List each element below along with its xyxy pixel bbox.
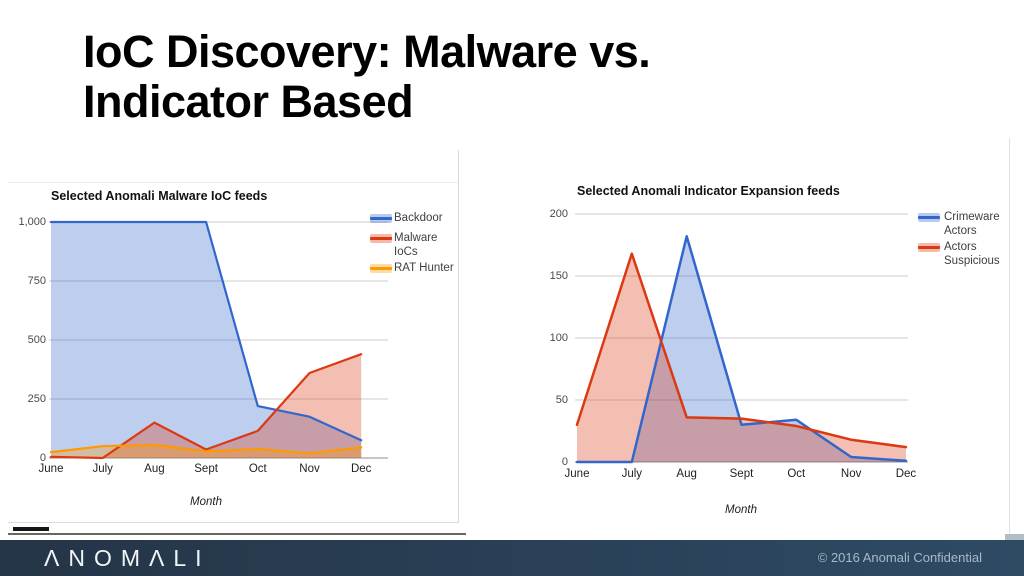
footer-bar: ΛNOMΛLI © 2016 Anomali Confidential (0, 540, 1024, 576)
legend-label: RAT Hunter (394, 261, 454, 275)
legend-label: Malware IoCs (394, 231, 437, 259)
legend-label: Actors Suspicious (944, 240, 1000, 268)
area-malware-iocs (51, 354, 362, 458)
y-axis-tick-label: 0 (561, 456, 568, 468)
screenshot-edge-gray-block (1005, 534, 1024, 540)
legend-label-line: Crimeware (944, 211, 1000, 223)
plot-svg (49, 220, 388, 460)
right-chart-title: Selected Anomali Indicator Expansion fee… (577, 184, 840, 198)
x-axis-tick-label: Aug (676, 468, 697, 480)
line-rat-hunter (49, 443, 363, 455)
y-axis-tick-label: 50 (555, 394, 568, 406)
y-axis-tick-label: 0 (39, 452, 46, 464)
legend-swatch-line (370, 236, 392, 240)
y-axis-tick-label: 150 (549, 270, 568, 282)
area-backdoor (51, 222, 362, 458)
y-axis-tick-label: 1,000 (18, 216, 46, 228)
y-axis-tick-label: 250 (27, 393, 46, 405)
legend-label-line: Actors (944, 225, 977, 237)
legend-label-line: Suspicious (944, 255, 1000, 267)
screenshot-edge-dark-segment (13, 527, 49, 531)
anomali-logo: ΛNOMΛLI (44, 545, 211, 571)
x-axis-tick-label: June (564, 468, 590, 480)
legend-label-line: Malware (394, 232, 438, 244)
line-actors-suspicious (575, 252, 908, 449)
x-axis-tick-label: July (621, 468, 643, 480)
x-axis-tick-label: Aug (144, 463, 165, 475)
slide-title-line2: Indicator Based (83, 76, 414, 127)
legend-swatch-line (918, 245, 940, 249)
legend-label: Crimeware Actors (944, 210, 1000, 238)
card-top-hairline (8, 182, 458, 183)
screenshot-edge-gray-line (8, 533, 466, 535)
area-actors-suspicious (577, 253, 906, 462)
line-malware-iocs (49, 353, 363, 460)
legend-swatch (370, 213, 392, 223)
legend-label-line: Actors (944, 241, 977, 253)
left-chart-title: Selected Anomali Malware IoC feeds (51, 189, 268, 203)
y-axis-tick-label: 500 (27, 334, 46, 346)
x-axis-tick-label: Oct (787, 468, 806, 480)
right-chart-x-axis-title: Month (725, 504, 757, 516)
slide-title-line1: IoC Discovery: Malware vs. (83, 26, 651, 77)
copyright-text: © 2016 Anomali Confidential (817, 550, 982, 565)
y-axis-tick-label: 100 (549, 332, 568, 344)
left-chart-card: Selected Anomali Malware IoC feeds Month… (8, 150, 459, 523)
y-axis-tick-label: 750 (27, 275, 46, 287)
legend-swatch (918, 212, 940, 222)
legend-swatch-line (370, 266, 392, 270)
legend-label: Backdoor (394, 211, 443, 225)
x-axis-tick-label: Nov (840, 468, 862, 480)
area-crimeware-actors (577, 236, 906, 462)
line-backdoor (49, 220, 363, 442)
legend-label-line: IoCs (394, 246, 418, 258)
legend-swatch-line (370, 216, 392, 220)
left-chart-x-axis-title: Month (190, 496, 222, 508)
slide-title: IoC Discovery: Malware vs. Indicator Bas… (83, 27, 903, 127)
legend-swatch (370, 263, 392, 273)
x-axis-tick-label: July (92, 463, 113, 475)
legend-label-line: RAT Hunter (394, 262, 454, 274)
x-axis-tick-label: Dec (350, 463, 372, 475)
x-axis-tick-label: Nov (299, 463, 320, 475)
right-chart-card: Selected Anomali Indicator Expansion fee… (480, 138, 1010, 540)
x-axis-tick-label: Dec (895, 468, 917, 480)
y-axis-tick-label: 200 (549, 208, 568, 220)
x-axis-tick-label: Oct (248, 463, 267, 475)
line-crimeware-actors (575, 235, 908, 464)
legend-label-line: Backdoor (394, 212, 443, 224)
plot-svg (575, 213, 908, 464)
x-axis-tick-label: June (38, 463, 64, 475)
legend-swatch-line (918, 215, 940, 219)
legend-swatch (370, 233, 392, 243)
x-axis-tick-label: Sept (194, 463, 218, 475)
x-axis-tick-label: Sept (729, 468, 754, 480)
legend-swatch (918, 242, 940, 252)
